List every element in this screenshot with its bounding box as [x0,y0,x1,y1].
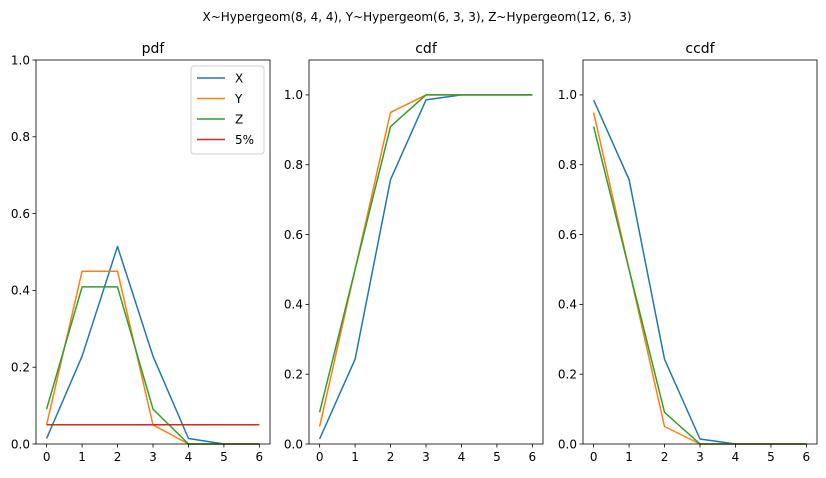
y-tick-label: 0.2 [284,367,303,381]
y-tick-label: 0.0 [284,437,303,451]
x-tick-label: 2 [114,450,122,464]
series-line-2 [592,126,807,445]
y-tick-label: 0.0 [11,437,30,451]
legend: XYZ 5% [190,65,265,155]
y-tick-label: 0.8 [284,158,303,172]
x-tick-label: 5 [767,450,775,464]
x-tick-label: 4 [185,450,193,464]
y-tick-label: 0.2 [558,367,577,381]
axes-frame [582,59,818,445]
x-tick-label: 2 [387,450,395,464]
series-line-1 [592,112,807,445]
x-tick-label: 5 [220,450,228,464]
y-tick-label: 1.0 [284,88,303,102]
x-tick-label: 4 [732,450,740,464]
chart-title: cdf [415,41,438,57]
y-tick-label: 1.0 [11,53,30,67]
legend-label: Z [235,112,243,126]
series-line-2 [318,94,533,413]
legend-box [190,65,265,155]
y-tick-label: 0.4 [284,298,303,312]
y-tick-label: 0.8 [558,158,577,172]
chart-title: pdf [142,41,166,57]
x-tick-label: 3 [422,450,430,464]
chart-title: ccdf [685,41,715,57]
y-tick-label: 0.4 [558,298,577,312]
y-tick-label: 0.0 [558,437,577,451]
x-tick-label: 2 [661,450,669,464]
subplot-cdf: cdf 0 1 2 3 4 5 6 0.0 0.2 0.4 0.6 0.8 1.0 [284,41,544,464]
series-line-0 [318,94,533,440]
y-tick-label: 0.6 [11,207,30,221]
series-line-1 [318,94,533,427]
x-tick-label: 3 [149,450,157,464]
legend-label: Y [234,92,243,106]
x-tick-label: 0 [316,450,324,464]
y-tick-label: 0.4 [11,284,30,298]
legend-label: 5% [235,133,254,147]
series-line-x [45,245,260,445]
y-tick-label: 0.6 [558,228,577,242]
x-tick-label: 6 [529,450,537,464]
x-tick-label: 1 [625,450,633,464]
y-tick-label: 0.8 [11,130,30,144]
x-tick-label: 0 [43,450,51,464]
subplot-ccdf: ccdf 0 1 2 3 4 5 6 0.0 0.2 0.4 0.6 0.8 1.0 [558,41,818,464]
legend-label: X [235,71,243,85]
figure-suptitle: X~Hypergeom(8, 4, 4), Y~Hypergeom(6, 3, … [202,10,631,24]
y-tick-label: 1.0 [558,88,577,102]
x-tick-label: 3 [696,450,704,464]
x-tick-label: 0 [590,450,598,464]
x-tick-label: 4 [458,450,466,464]
x-tick-label: 1 [351,450,359,464]
x-tick-label: 5 [493,450,501,464]
axes-frame [308,59,544,445]
y-tick-label: 0.6 [284,228,303,242]
series-line-0 [592,99,807,445]
x-tick-label: 6 [256,450,264,464]
subplot-pdf: pdf 0 1 2 3 4 5 6 0.0 0.2 0.4 0.6 0.8 1.0 XYZ 5% [11,41,271,464]
y-tick-label: 0.2 [11,361,30,375]
x-tick-label: 1 [78,450,86,464]
x-tick-label: 6 [803,450,811,464]
